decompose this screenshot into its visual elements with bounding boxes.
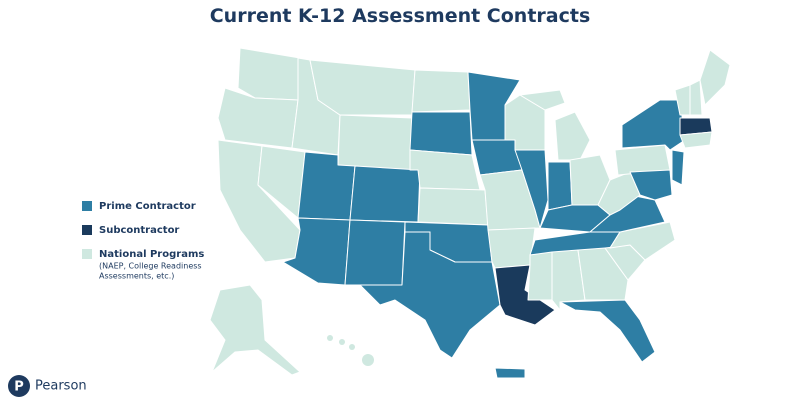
state	[547, 161, 573, 211]
logo-text: Pearson	[35, 379, 87, 394]
legend-label: National Programs	[99, 249, 204, 260]
state	[621, 99, 686, 151]
logo-mark	[8, 375, 30, 397]
state	[344, 219, 406, 286]
state	[494, 264, 556, 326]
us-map	[209, 47, 731, 379]
state	[559, 299, 656, 363]
logo-letter: P	[14, 380, 24, 395]
alaska	[209, 284, 301, 376]
state	[629, 169, 673, 201]
state	[689, 79, 703, 116]
state	[699, 49, 731, 106]
legend-swatch	[82, 201, 92, 211]
state	[577, 247, 629, 301]
legend-swatch	[82, 225, 92, 235]
legend-label: Subcontractor	[99, 225, 179, 236]
legend-swatch	[82, 249, 92, 259]
legend-note: Assessments, etc.)	[99, 272, 174, 281]
state	[487, 227, 536, 269]
state	[417, 187, 489, 226]
state	[679, 131, 713, 149]
state	[337, 114, 413, 171]
state	[554, 111, 591, 161]
state	[411, 69, 471, 113]
legend-label: Prime Contractor	[99, 201, 196, 212]
legend: Prime Contractor Subcontractor National …	[82, 201, 204, 281]
hawaii	[327, 335, 374, 366]
logo: P Pearson	[8, 375, 87, 397]
state	[527, 251, 553, 301]
legend-note: (NAEP, College Readiness	[99, 262, 202, 271]
state	[349, 165, 421, 223]
state	[671, 149, 685, 186]
puerto-rico	[494, 367, 526, 379]
state	[309, 59, 416, 116]
state	[359, 231, 501, 359]
state	[409, 149, 481, 191]
state	[519, 89, 566, 111]
state	[409, 111, 473, 156]
title: Current K-12 Assessment Contracts	[210, 5, 591, 27]
state	[237, 47, 301, 101]
